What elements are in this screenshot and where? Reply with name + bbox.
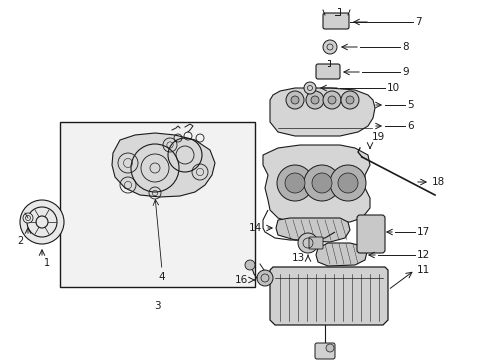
Bar bbox=[60, 122, 254, 287]
Circle shape bbox=[276, 165, 312, 201]
Text: 2: 2 bbox=[18, 236, 24, 246]
Circle shape bbox=[257, 270, 272, 286]
FancyBboxPatch shape bbox=[314, 343, 334, 359]
Circle shape bbox=[305, 91, 324, 109]
Circle shape bbox=[304, 165, 339, 201]
Circle shape bbox=[329, 165, 365, 201]
Circle shape bbox=[311, 173, 331, 193]
FancyBboxPatch shape bbox=[308, 237, 323, 249]
Text: 11: 11 bbox=[416, 265, 429, 275]
Polygon shape bbox=[315, 243, 366, 266]
Circle shape bbox=[285, 91, 304, 109]
Text: 16: 16 bbox=[234, 275, 247, 285]
Circle shape bbox=[290, 96, 298, 104]
Circle shape bbox=[340, 91, 358, 109]
Polygon shape bbox=[269, 267, 387, 325]
Text: 19: 19 bbox=[371, 132, 385, 142]
Circle shape bbox=[304, 82, 315, 94]
Circle shape bbox=[20, 200, 64, 244]
Text: 10: 10 bbox=[386, 83, 399, 93]
Text: 13: 13 bbox=[291, 253, 305, 263]
Text: 3: 3 bbox=[154, 301, 161, 311]
Text: 17: 17 bbox=[416, 227, 429, 237]
FancyBboxPatch shape bbox=[356, 215, 384, 253]
Text: 6: 6 bbox=[406, 121, 413, 131]
Circle shape bbox=[285, 173, 305, 193]
Text: 8: 8 bbox=[401, 42, 408, 52]
Circle shape bbox=[323, 91, 340, 109]
Circle shape bbox=[327, 96, 335, 104]
Circle shape bbox=[337, 173, 357, 193]
Circle shape bbox=[244, 260, 254, 270]
Text: 1: 1 bbox=[44, 258, 50, 268]
Text: 7: 7 bbox=[414, 17, 421, 27]
Circle shape bbox=[325, 344, 333, 352]
Polygon shape bbox=[112, 133, 215, 197]
Text: 14: 14 bbox=[248, 223, 262, 233]
Circle shape bbox=[310, 96, 318, 104]
FancyBboxPatch shape bbox=[315, 64, 339, 79]
FancyBboxPatch shape bbox=[323, 13, 348, 29]
Circle shape bbox=[297, 233, 317, 253]
Text: 9: 9 bbox=[401, 67, 408, 77]
Polygon shape bbox=[269, 88, 374, 136]
Circle shape bbox=[23, 213, 33, 223]
Text: 12: 12 bbox=[416, 250, 429, 260]
Text: 4: 4 bbox=[159, 272, 165, 282]
Text: 18: 18 bbox=[431, 177, 445, 187]
Circle shape bbox=[323, 40, 336, 54]
Polygon shape bbox=[275, 218, 349, 242]
Polygon shape bbox=[263, 145, 369, 222]
Text: 5: 5 bbox=[406, 100, 413, 110]
Circle shape bbox=[346, 96, 353, 104]
